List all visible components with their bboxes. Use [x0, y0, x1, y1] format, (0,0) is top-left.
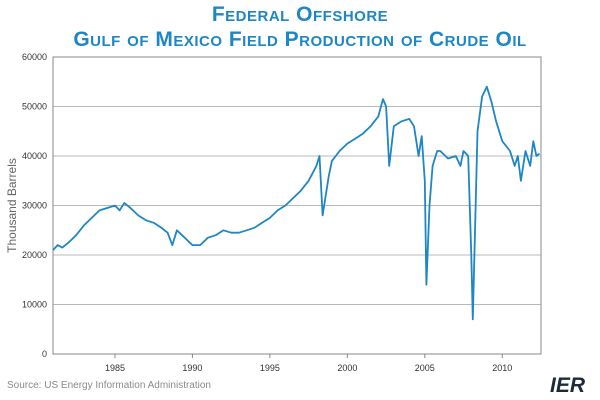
y-tick-label: 0 [42, 349, 47, 359]
x-tick-label: 2010 [492, 363, 512, 373]
x-tick-label: 1990 [182, 363, 202, 373]
chart-title-line1: Federal Offshore [211, 3, 389, 26]
source-note: Source: US Energy Information Administra… [7, 380, 211, 391]
x-tick-label: 2005 [415, 363, 435, 373]
y-axis-label: Thousand Barrels [5, 158, 19, 253]
x-tick-label: 1995 [260, 363, 280, 373]
y-tick-label: 20000 [22, 250, 47, 260]
x-tick-label: 2000 [337, 363, 357, 373]
y-tick-label: 30000 [22, 201, 47, 211]
y-tick-label: 10000 [22, 300, 47, 310]
y-tick-label: 60000 [22, 52, 47, 62]
ier-logo: IER [550, 374, 586, 396]
series-line-0 [52, 85, 541, 321]
y-tick-label: 50000 [22, 102, 47, 112]
chart-title-line2: Gulf of Mexico Field Production of Crude… [73, 28, 527, 51]
ier-logo-text: IER [550, 374, 586, 396]
y-tick-label: 40000 [22, 151, 47, 161]
x-tick-label: 1985 [105, 363, 125, 373]
